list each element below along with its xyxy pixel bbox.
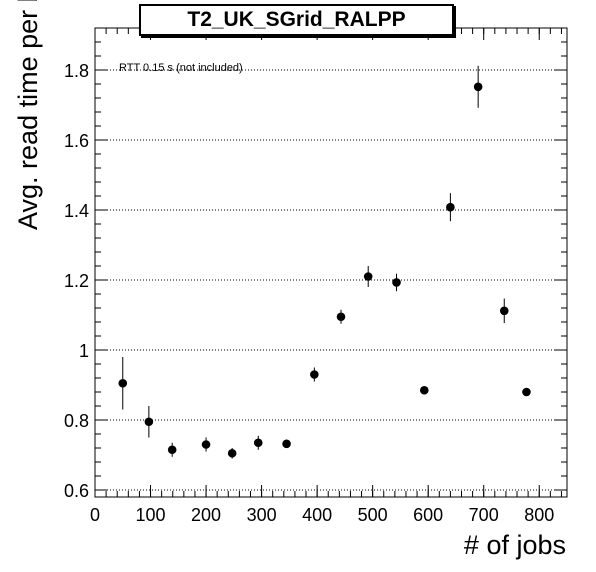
data-point (118, 378, 128, 388)
y-tick-label: 1.8 (64, 61, 89, 81)
data-points (118, 65, 531, 459)
data-point (419, 385, 429, 395)
data-point (392, 278, 401, 287)
data-point (144, 417, 154, 427)
plot-frame (94, 27, 568, 498)
x-tick-label: 700 (469, 505, 499, 525)
x-tick-label: 0 (90, 505, 100, 525)
data-point (522, 387, 531, 397)
grid-lines (95, 69, 567, 491)
chart-title: T2_UK_SGrid_RALPP (139, 4, 454, 36)
y-tick-label: 0.6 (64, 481, 89, 501)
data-point (201, 440, 211, 449)
y-axis-label: Avg. read time per block [s] (13, 0, 43, 230)
x-tick-label: 200 (191, 505, 221, 525)
data-point (473, 82, 483, 92)
x-tick-label: 400 (302, 505, 332, 525)
data-point (167, 445, 177, 455)
x-tick-label: 600 (413, 505, 443, 525)
data-point (363, 272, 373, 281)
x-tick-label: 500 (358, 505, 388, 525)
y-tick-label: 0.8 (64, 411, 89, 431)
x-tick-label: 100 (136, 505, 166, 525)
y-tick-label: 1 (79, 341, 89, 361)
data-point (336, 312, 346, 322)
y-tick-label: 1.6 (64, 131, 89, 151)
y-tick-label: 1.4 (64, 201, 89, 221)
x-axis-label: # of jobs (463, 530, 566, 560)
rtt-annotation: RTT 0.15 s (not included) (119, 62, 243, 74)
y-tick-label: 1.2 (64, 271, 89, 291)
axis-ticks (94, 27, 567, 497)
data-point (227, 448, 237, 458)
data-point (253, 438, 263, 448)
data-point (282, 439, 291, 449)
tick-labels: 0.6 0.8 1 1.2 1.4 1.6 1.8 0 100 200 300 400 500 600 70… (64, 61, 554, 525)
data-point (310, 370, 319, 379)
x-tick-label: 300 (247, 505, 277, 525)
data-point (499, 306, 509, 316)
x-tick-label: 800 (524, 505, 554, 525)
data-point (446, 202, 455, 212)
